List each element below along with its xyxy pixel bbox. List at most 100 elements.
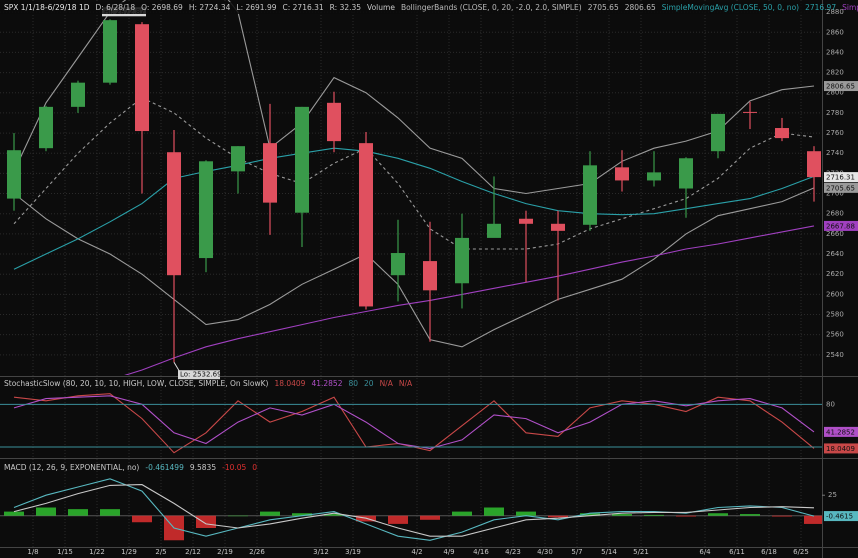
legend-entry: SimpleMovingAvg (CLOSE, 50, 0, no) xyxy=(662,3,799,12)
candle-body xyxy=(327,102,341,142)
histogram-bar xyxy=(516,511,536,516)
candle-body xyxy=(263,143,277,203)
lo-label-box xyxy=(178,370,220,380)
x-tick-label: 1/8 xyxy=(27,548,38,556)
legend-entry: SimpleMovingAvg (CLOSE, xyxy=(842,3,858,12)
candle-body xyxy=(135,24,149,132)
x-tick-label: 1/29 xyxy=(121,548,137,556)
price-tag-label: 2705.65 xyxy=(826,184,855,192)
price-tag xyxy=(824,426,858,437)
histogram-bar xyxy=(708,513,728,516)
readout: 18.0409 xyxy=(274,379,305,388)
indicator-title: StochasticSlow (80, 20, 10, 10, HIGH, LO… xyxy=(4,379,269,388)
x-tick-label: 4/30 xyxy=(537,548,553,556)
y-tick-label: 2700 xyxy=(826,190,844,198)
y-tick-label: 2540 xyxy=(826,351,844,359)
readout: O: 2698.69 xyxy=(141,3,183,12)
x-tick-label: 4/9 xyxy=(443,548,454,556)
indicator-line xyxy=(13,97,815,250)
candle-body xyxy=(167,152,181,276)
x-tick-label: 3/19 xyxy=(345,548,361,556)
histogram-bar xyxy=(612,514,632,516)
candle-body xyxy=(391,253,405,276)
readout: D: 6/28/18 xyxy=(96,3,136,12)
y-tick-label: 2800 xyxy=(826,89,844,97)
histogram-bar xyxy=(132,515,152,523)
y-tick-label: 2880 xyxy=(826,8,844,16)
readout: 80 xyxy=(348,379,358,388)
y-tick-label: 2600 xyxy=(826,290,844,298)
x-tick-label: 6/25 xyxy=(793,548,809,556)
price-tag xyxy=(824,182,858,193)
indicator-title: MACD (12, 26, 9, EXPONENTIAL, no) xyxy=(4,463,139,472)
y-tick-label: 2780 xyxy=(826,109,844,117)
readout: 41.2852 xyxy=(311,379,342,388)
x-tick-label: 2/26 xyxy=(249,548,265,556)
x-tick-label: 4/16 xyxy=(473,548,489,556)
readout: N/A xyxy=(399,379,413,388)
y-tick-label: 2680 xyxy=(826,210,844,218)
histogram-bar xyxy=(452,511,472,516)
candle-body xyxy=(39,106,53,149)
price-tag-label: 41.2852 xyxy=(826,428,855,436)
histogram-bar xyxy=(68,509,88,516)
y-tick-label: 2580 xyxy=(826,311,844,319)
legend-value: 2806.65 xyxy=(625,3,656,12)
price-tag-label: 18.0409 xyxy=(826,445,855,453)
candle-body xyxy=(199,161,213,259)
histogram-bar xyxy=(772,515,792,517)
histogram-bar xyxy=(484,507,504,516)
y-tick-label: 25 xyxy=(828,491,837,499)
price-tag xyxy=(824,172,858,183)
readout: H: 2724.34 xyxy=(189,3,231,12)
candle-body xyxy=(455,237,469,284)
x-tick-label: 6/11 xyxy=(729,548,745,556)
candle-body xyxy=(775,128,789,139)
x-tick-label: 6/18 xyxy=(761,548,777,556)
legend-entry: BollingerBands (CLOSE, 0, 20, -2.0, 2.0,… xyxy=(401,3,582,12)
legend-value: 2705.65 xyxy=(588,3,619,12)
readout: C: 2716.31 xyxy=(283,3,324,12)
histogram-bar xyxy=(740,514,760,516)
histogram-bar xyxy=(100,509,120,516)
y-tick-label: 2640 xyxy=(826,250,844,258)
candle-body xyxy=(615,167,629,181)
candle-body xyxy=(679,158,693,189)
y-tick-label: 2660 xyxy=(826,230,844,238)
histogram-bar xyxy=(260,511,280,516)
y-tick-label: 2820 xyxy=(826,69,844,77)
histogram-bar xyxy=(196,515,216,528)
histogram-bar xyxy=(580,513,600,516)
readout: 20 xyxy=(364,379,374,388)
candle-body xyxy=(423,261,437,291)
histogram-bar xyxy=(4,511,24,516)
indicator-line xyxy=(13,484,815,537)
histogram-bar xyxy=(292,513,312,516)
chart-title: SPX 1/1/18-6/29/18 1D xyxy=(4,3,90,12)
candle-body xyxy=(295,106,309,213)
x-tick-label: 2/12 xyxy=(185,548,201,556)
y-tick-label: 2760 xyxy=(826,129,844,137)
histogram-bar xyxy=(644,514,664,516)
y-tick-label: 2560 xyxy=(826,331,844,339)
indicator-line xyxy=(13,0,815,195)
candle-body xyxy=(231,146,245,172)
price-tag xyxy=(824,511,858,522)
indicator-line xyxy=(124,225,815,375)
candle-body xyxy=(743,111,757,113)
macd-plot xyxy=(0,478,822,541)
price-tag-label: -0.4615 xyxy=(826,513,853,521)
histogram-bar xyxy=(324,514,344,516)
y-tick-label: 2860 xyxy=(826,28,844,36)
x-tick-label: 5/21 xyxy=(633,548,649,556)
x-tick-label: 1/22 xyxy=(89,548,105,556)
candle-body xyxy=(519,218,533,224)
x-tick-label: 4/2 xyxy=(411,548,422,556)
candle-body xyxy=(807,151,821,178)
y-tick-label: 80 xyxy=(826,400,835,408)
histogram-bar xyxy=(388,515,408,524)
histogram-bar xyxy=(36,507,56,516)
candle-body xyxy=(487,223,501,238)
